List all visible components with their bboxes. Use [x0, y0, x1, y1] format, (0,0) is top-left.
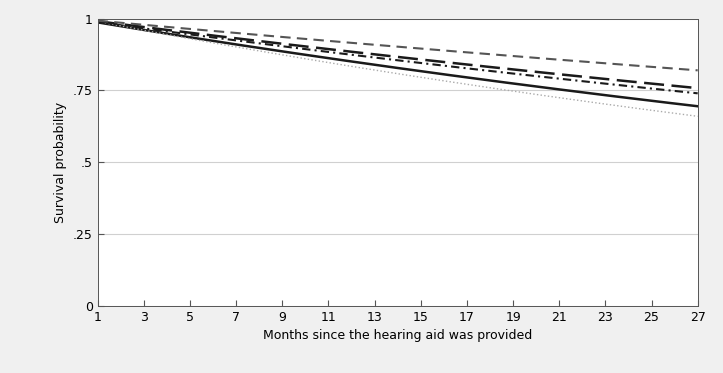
X-axis label: Months since the hearing aid was provided: Months since the hearing aid was provide…	[263, 329, 532, 342]
Y-axis label: Survival probability: Survival probability	[54, 102, 67, 223]
